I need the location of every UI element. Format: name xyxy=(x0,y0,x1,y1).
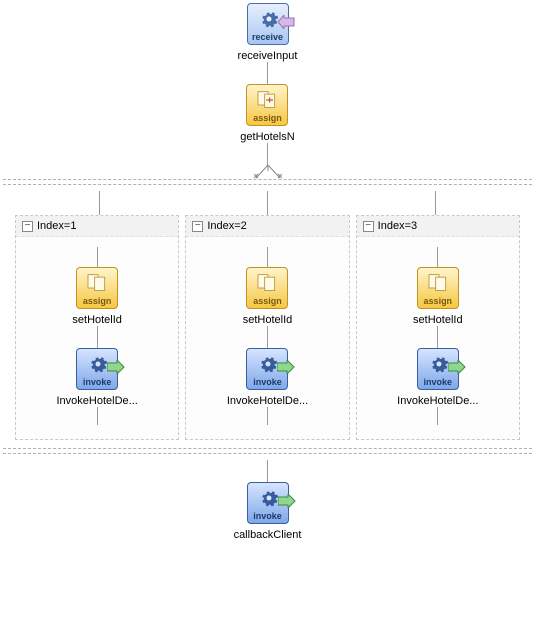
node-label: InvokeHotelDe... xyxy=(397,395,478,407)
node-label: callbackClient xyxy=(234,529,302,541)
branch-1[interactable]: − Index=1 assign setHotelId xyxy=(15,215,179,440)
node-receive-input[interactable]: receive receiveInput xyxy=(238,3,298,62)
icon-type-label: invoke xyxy=(424,378,453,387)
arrow-out-icon xyxy=(448,360,466,374)
node-get-hotels-n[interactable]: assign getHotelsN xyxy=(240,84,294,143)
arrow-in-icon xyxy=(278,15,296,29)
icon-type-label: invoke xyxy=(253,512,282,521)
node-callback-client[interactable]: invoke callbackClient xyxy=(234,482,302,541)
documents-icon xyxy=(86,273,110,293)
arrow-out-icon xyxy=(277,360,295,374)
assign-icon: assign xyxy=(417,267,459,309)
connector xyxy=(267,143,268,165)
assign-icon: assign xyxy=(76,267,118,309)
documents-icon xyxy=(256,90,280,110)
assign-icon: assign xyxy=(246,267,288,309)
gear-icon xyxy=(259,488,279,508)
invoke-icon: invoke xyxy=(417,348,459,390)
node-label: setHotelId xyxy=(243,314,293,326)
fork-bottom xyxy=(3,448,532,460)
branch-header[interactable]: − Index=3 xyxy=(357,216,519,237)
assign-icon: assign xyxy=(246,84,288,126)
fork-split-icon xyxy=(254,165,282,179)
node-set-hotel-id[interactable]: assign setHotelId xyxy=(413,267,463,326)
branch-title: Index=1 xyxy=(37,220,76,232)
icon-type-label: assign xyxy=(424,297,453,306)
branch-top-connectors xyxy=(3,191,532,215)
gear-icon xyxy=(258,354,278,374)
branch-body: assign setHotelId invoke xyxy=(16,237,178,439)
node-label: setHotelId xyxy=(72,314,122,326)
icon-type-label: assign xyxy=(253,114,282,123)
branch-title: Index=2 xyxy=(207,220,246,232)
documents-icon xyxy=(427,273,451,293)
branch-2[interactable]: − Index=2 assign setHotelId xyxy=(185,215,349,440)
documents-icon xyxy=(256,273,280,293)
collapse-icon[interactable]: − xyxy=(22,221,33,232)
icon-type-label: receive xyxy=(252,33,283,42)
branch-body: assign setHotelId invoke xyxy=(186,237,348,439)
invoke-icon: invoke xyxy=(76,348,118,390)
branch-title: Index=3 xyxy=(378,220,417,232)
node-set-hotel-id[interactable]: assign setHotelId xyxy=(243,267,293,326)
node-label: setHotelId xyxy=(413,314,463,326)
bpel-flow-diagram: receive receiveInput assign getHotelsN xyxy=(3,3,532,541)
branch-header[interactable]: − Index=1 xyxy=(16,216,178,237)
invoke-icon: invoke xyxy=(246,348,288,390)
node-set-hotel-id[interactable]: assign setHotelId xyxy=(72,267,122,326)
node-label: InvokeHotelDe... xyxy=(227,395,308,407)
icon-type-label: assign xyxy=(83,297,112,306)
gear-icon xyxy=(259,9,279,29)
node-label: InvokeHotelDe... xyxy=(57,395,138,407)
node-label: receiveInput xyxy=(238,50,298,62)
gear-icon xyxy=(88,354,108,374)
invoke-icon: invoke xyxy=(247,482,289,524)
branch-body: assign setHotelId invoke xyxy=(357,237,519,439)
parallel-branches: − Index=1 assign setHotelId xyxy=(3,215,532,440)
node-label: getHotelsN xyxy=(240,131,294,143)
connector xyxy=(267,62,268,84)
node-invoke-hotel-de[interactable]: invoke InvokeHotelDe... xyxy=(397,348,478,407)
icon-type-label: invoke xyxy=(83,378,112,387)
arrow-out-icon xyxy=(107,360,125,374)
receive-icon: receive xyxy=(247,3,289,45)
node-invoke-hotel-de[interactable]: invoke InvokeHotelDe... xyxy=(227,348,308,407)
node-invoke-hotel-de[interactable]: invoke InvokeHotelDe... xyxy=(57,348,138,407)
arrow-out-icon xyxy=(278,494,296,508)
collapse-icon[interactable]: − xyxy=(363,221,374,232)
collapse-icon[interactable]: − xyxy=(192,221,203,232)
icon-type-label: invoke xyxy=(253,378,282,387)
branch-3[interactable]: − Index=3 assign setHotelId xyxy=(356,215,520,440)
connector xyxy=(267,460,268,482)
branch-header[interactable]: − Index=2 xyxy=(186,216,348,237)
gear-icon xyxy=(429,354,449,374)
icon-type-label: assign xyxy=(253,297,282,306)
fork-top xyxy=(3,179,532,191)
